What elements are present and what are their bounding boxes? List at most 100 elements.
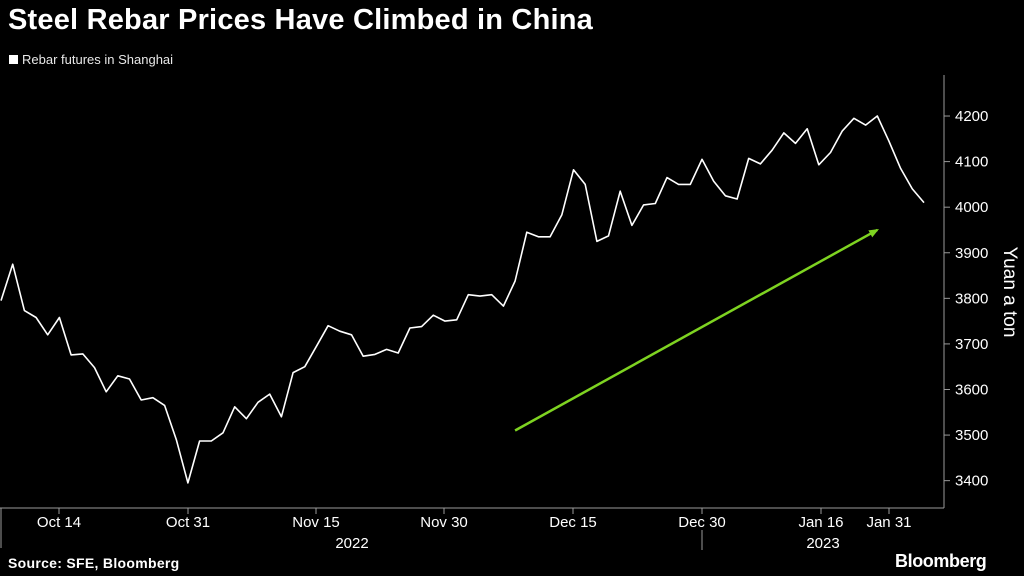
data-point [81, 352, 84, 355]
data-point [560, 213, 563, 216]
data-point [23, 309, 26, 312]
y-tick-label: 3800 [955, 290, 988, 307]
data-point [327, 324, 330, 327]
data-point [163, 404, 166, 407]
data-point [93, 366, 96, 369]
data-point [736, 198, 739, 201]
data-point [923, 201, 926, 204]
data-point [35, 316, 38, 319]
data-point [759, 162, 762, 165]
data-point [490, 293, 493, 296]
legend-swatch [9, 55, 18, 64]
data-point [350, 333, 353, 336]
data-point [595, 240, 598, 243]
data-point [128, 378, 131, 381]
data-point [525, 231, 528, 234]
data-point [175, 438, 178, 441]
trend-arrow [514, 228, 880, 432]
data-point [105, 390, 108, 393]
data-point [817, 163, 820, 166]
y-axis-label: Yuan a ton [999, 247, 1020, 338]
data-point [724, 194, 727, 197]
x-tick-label: Nov 15 [292, 514, 340, 531]
data-point [70, 353, 73, 356]
data-point [607, 234, 610, 237]
y-tick-label: 3600 [955, 381, 988, 398]
data-point [689, 183, 692, 186]
data-point [584, 183, 587, 186]
data-point [455, 318, 458, 321]
legend-label: Rebar futures in Shanghai [22, 52, 174, 67]
data-point [771, 149, 774, 152]
source-note: Source: SFE, Bloomberg [8, 555, 180, 571]
y-tick-label: 4200 [955, 108, 988, 125]
data-point [140, 399, 143, 402]
data-point [233, 405, 236, 408]
data-point [864, 124, 867, 127]
y-tick-label: 4000 [955, 199, 988, 216]
data-point [701, 158, 704, 161]
data-point [782, 131, 785, 134]
series-line-rebar-futures [0, 115, 925, 484]
data-point [887, 140, 890, 143]
legend: Rebar futures in Shanghai [9, 52, 173, 67]
data-point [794, 142, 797, 145]
data-point [420, 325, 423, 328]
year-label: 2023 [806, 535, 839, 552]
data-point [572, 168, 575, 171]
x-tick-label: Nov 30 [420, 514, 468, 531]
data-point [806, 127, 809, 130]
data-point [712, 180, 715, 183]
data-point [397, 352, 400, 355]
y-tick-label: 4100 [955, 154, 988, 171]
data-point [222, 431, 225, 434]
data-point [292, 371, 295, 374]
x-tick-label: Jan 31 [866, 514, 911, 531]
data-point [257, 401, 260, 404]
data-point [362, 355, 365, 358]
data-point [876, 115, 879, 118]
x-tick-label: Jan 16 [798, 514, 843, 531]
data-point [654, 202, 657, 205]
data-point [338, 330, 341, 333]
data-point [444, 320, 447, 323]
data-point [58, 316, 61, 319]
data-point [385, 348, 388, 351]
data-point [11, 263, 14, 266]
data-point [210, 440, 213, 443]
data-point [467, 293, 470, 296]
data-point [151, 396, 154, 399]
data-point [373, 353, 376, 356]
bloomberg-logo: Bloomberg [895, 551, 987, 571]
data-point [514, 280, 517, 283]
y-tick-label: 3700 [955, 336, 988, 353]
x-tick-label: Oct 14 [37, 514, 81, 531]
data-point [829, 151, 832, 154]
data-point [268, 393, 271, 396]
x-tick-label: Dec 15 [549, 514, 597, 531]
data-point [642, 203, 645, 206]
data-point [677, 183, 680, 186]
data-point [280, 415, 283, 418]
y-tick-label: 3400 [955, 473, 988, 490]
data-point [186, 481, 189, 484]
year-label: 2022 [335, 535, 368, 552]
data-point [116, 374, 119, 377]
data-point [852, 117, 855, 120]
data-point [747, 157, 750, 160]
y-tick-label: 3500 [955, 427, 988, 444]
chart-title: Steel Rebar Prices Have Climbed in China [8, 4, 593, 36]
data-point [315, 345, 318, 348]
data-point [619, 190, 622, 193]
data-point [408, 327, 411, 330]
data-point [537, 235, 540, 238]
data-point [630, 224, 633, 227]
data-point [502, 305, 505, 308]
data-point [303, 365, 306, 368]
data-point [46, 333, 49, 336]
data-point [432, 314, 435, 317]
data-point [841, 130, 844, 133]
data-point [666, 176, 669, 179]
data-point [479, 295, 482, 298]
